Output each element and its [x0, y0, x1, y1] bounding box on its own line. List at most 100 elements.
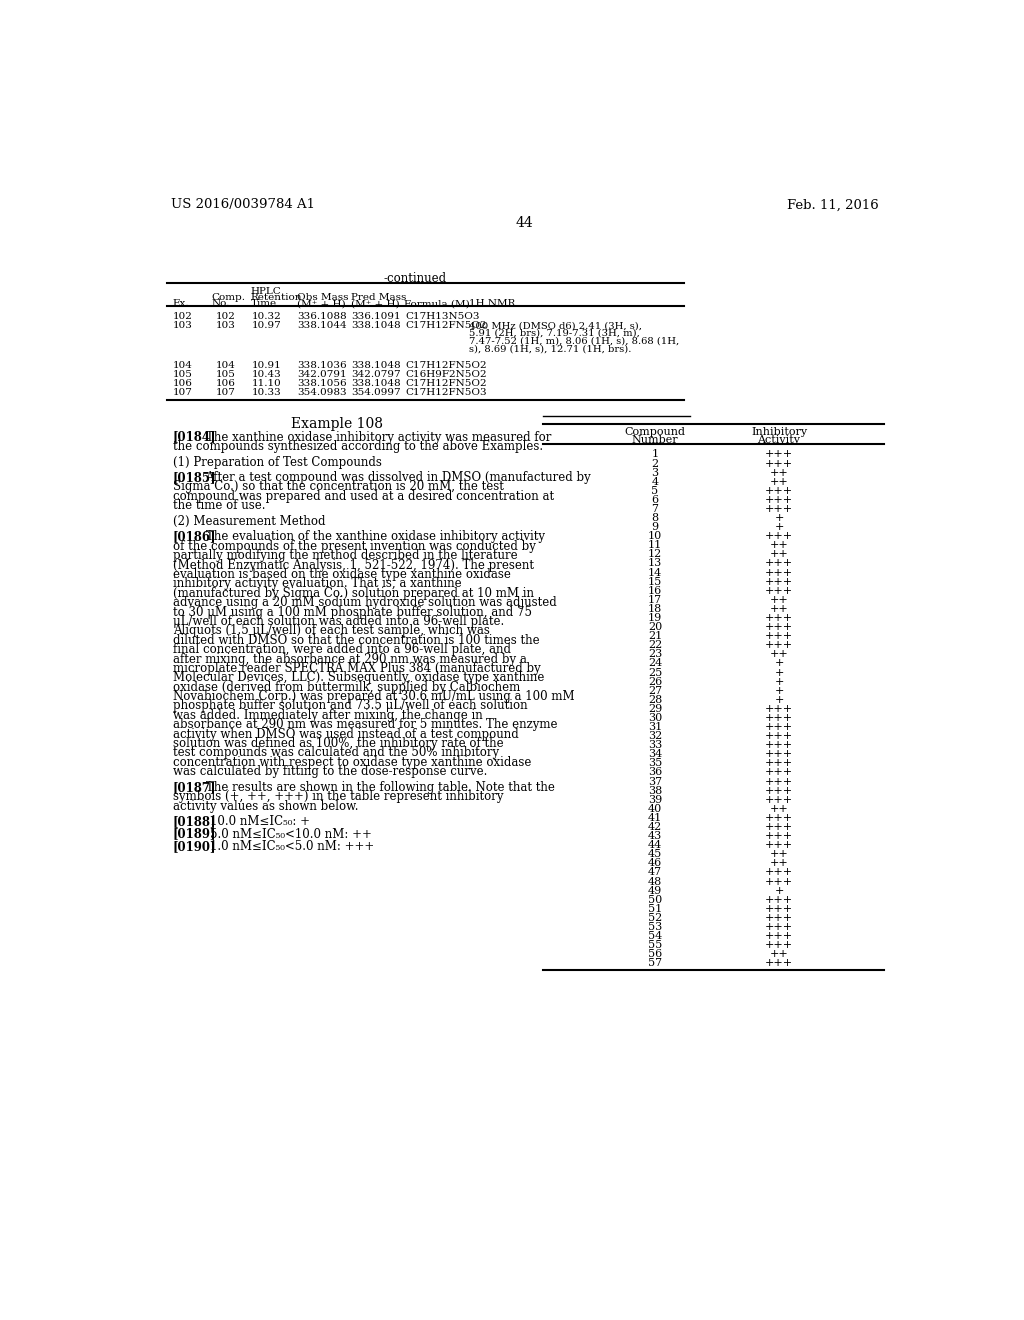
Text: ++: ++	[770, 858, 788, 869]
Text: 29: 29	[648, 704, 663, 714]
Text: 38: 38	[648, 785, 663, 796]
Text: inhibitory activity evaluation. That is, a xanthine: inhibitory activity evaluation. That is,…	[173, 577, 462, 590]
Text: C17H12FN5O3: C17H12FN5O3	[406, 388, 487, 397]
Text: Ex.: Ex.	[173, 300, 189, 309]
Text: solution was defined as 100%, the inhibitory rate of the: solution was defined as 100%, the inhibi…	[173, 737, 504, 750]
Text: +++: +++	[765, 767, 793, 777]
Text: 102: 102	[216, 313, 236, 321]
Text: 106: 106	[173, 379, 193, 388]
Text: +: +	[774, 886, 783, 895]
Text: 10.97: 10.97	[252, 321, 282, 330]
Text: 338.1044: 338.1044	[297, 321, 346, 330]
Text: 52: 52	[648, 913, 663, 923]
Text: 24: 24	[648, 659, 663, 668]
Text: C17H12FN5O2: C17H12FN5O2	[406, 379, 487, 388]
Text: 6: 6	[651, 495, 658, 504]
Text: C17H12FN5O2: C17H12FN5O2	[406, 362, 487, 371]
Text: 1.0 nM≤IC₅₀<5.0 nM: +++: 1.0 nM≤IC₅₀<5.0 nM: +++	[210, 840, 375, 853]
Text: 342.0797: 342.0797	[351, 370, 400, 379]
Text: 102: 102	[173, 313, 193, 321]
Text: +++: +++	[765, 622, 793, 632]
Text: 103: 103	[173, 321, 193, 330]
Text: Number: Number	[632, 434, 678, 445]
Text: -continued: -continued	[383, 272, 446, 285]
Text: 28: 28	[648, 694, 663, 705]
Text: C17H12FN5O2: C17H12FN5O2	[406, 321, 487, 330]
Text: 10.32: 10.32	[252, 313, 282, 321]
Text: +++: +++	[765, 776, 793, 787]
Text: 10: 10	[648, 531, 663, 541]
Text: 30: 30	[648, 713, 663, 723]
Text: Novabiochem Corp.) was prepared at 30.6 mU/mL using a 100 mM: Novabiochem Corp.) was prepared at 30.6 …	[173, 690, 574, 704]
Text: +++: +++	[765, 577, 793, 586]
Text: 54: 54	[648, 931, 663, 941]
Text: [0189]: [0189]	[173, 828, 216, 841]
Text: test compounds was calculated and the 50% inhibitory: test compounds was calculated and the 50…	[173, 746, 499, 759]
Text: 1H NMR: 1H NMR	[469, 300, 515, 309]
Text: +++: +++	[765, 640, 793, 651]
Text: 10.43: 10.43	[252, 370, 282, 379]
Text: ++: ++	[770, 849, 788, 859]
Text: final concentration, were added into a 96-well plate, and: final concentration, were added into a 9…	[173, 643, 511, 656]
Text: 4: 4	[651, 477, 658, 487]
Text: 57: 57	[648, 958, 663, 969]
Text: +: +	[774, 513, 783, 523]
Text: 342.0791: 342.0791	[297, 370, 346, 379]
Text: 1: 1	[651, 449, 658, 459]
Text: +++: +++	[765, 568, 793, 578]
Text: +++: +++	[765, 612, 793, 623]
Text: +++: +++	[765, 785, 793, 796]
Text: 7: 7	[651, 504, 658, 513]
Text: activity when DMSO was used instead of a test compound: activity when DMSO was used instead of a…	[173, 727, 519, 741]
Text: [0187]: [0187]	[173, 781, 216, 793]
Text: +: +	[774, 523, 783, 532]
Text: μL/well of each solution was added into a 96-well plate.: μL/well of each solution was added into …	[173, 615, 504, 628]
Text: ++: ++	[770, 467, 788, 478]
Text: 14: 14	[648, 568, 663, 578]
Text: 104: 104	[216, 362, 236, 371]
Text: The results are shown in the following table. Note that the: The results are shown in the following t…	[206, 781, 554, 793]
Text: 41: 41	[648, 813, 663, 822]
Text: 25: 25	[648, 668, 663, 677]
Text: 35: 35	[648, 759, 663, 768]
Text: Time: Time	[251, 300, 276, 309]
Text: US 2016/0039784 A1: US 2016/0039784 A1	[171, 198, 314, 211]
Text: [0184]: [0184]	[173, 430, 216, 444]
Text: 56: 56	[648, 949, 663, 960]
Text: 105: 105	[173, 370, 193, 379]
Text: +++: +++	[765, 631, 793, 642]
Text: 9: 9	[651, 523, 658, 532]
Text: 10.91: 10.91	[252, 362, 282, 371]
Text: 104: 104	[173, 362, 193, 371]
Text: 33: 33	[648, 741, 663, 750]
Text: evaluation is based on the oxidase type xanthine oxidase: evaluation is based on the oxidase type …	[173, 568, 511, 581]
Text: 21: 21	[648, 631, 663, 642]
Text: Activity: Activity	[758, 434, 801, 445]
Text: of the compounds of the present invention was conducted by: of the compounds of the present inventio…	[173, 540, 536, 553]
Text: 51: 51	[648, 904, 663, 913]
Text: 354.0997: 354.0997	[351, 388, 400, 397]
Text: +: +	[774, 677, 783, 686]
Text: 105: 105	[216, 370, 236, 379]
Text: +++: +++	[765, 813, 793, 822]
Text: After a test compound was dissolved in DMSO (manufactured by: After a test compound was dissolved in D…	[206, 471, 591, 484]
Text: [0188]: [0188]	[173, 816, 216, 828]
Text: 5.0 nM≤IC₅₀<10.0 nM: ++: 5.0 nM≤IC₅₀<10.0 nM: ++	[210, 828, 372, 841]
Text: 47: 47	[648, 867, 663, 878]
Text: (2) Measurement Method: (2) Measurement Method	[173, 515, 326, 528]
Text: 3: 3	[651, 467, 658, 478]
Text: 23: 23	[648, 649, 663, 660]
Text: [0190]: [0190]	[173, 840, 216, 853]
Text: 338.1048: 338.1048	[351, 362, 400, 371]
Text: (1) Preparation of Test Compounds: (1) Preparation of Test Compounds	[173, 455, 382, 469]
Text: (Method Enzymatic Analysis, 1, 521-522, 1974). The present: (Method Enzymatic Analysis, 1, 521-522, …	[173, 558, 534, 572]
Text: after mixing, the absorbance at 290 nm was measured by a: after mixing, the absorbance at 290 nm w…	[173, 652, 526, 665]
Text: symbols (+, ++, +++) in the table represent inhibitory: symbols (+, ++, +++) in the table repres…	[173, 791, 504, 803]
Text: ++: ++	[770, 477, 788, 487]
Text: 17: 17	[648, 595, 663, 605]
Text: 31: 31	[648, 722, 663, 733]
Text: Molecular Devices, LLC). Subsequently, oxidase type xanthine: Molecular Devices, LLC). Subsequently, o…	[173, 672, 545, 684]
Text: absorbance at 290 nm was measured for 5 minutes. The enzyme: absorbance at 290 nm was measured for 5 …	[173, 718, 557, 731]
Text: No.: No.	[212, 300, 230, 309]
Text: 49: 49	[648, 886, 663, 895]
